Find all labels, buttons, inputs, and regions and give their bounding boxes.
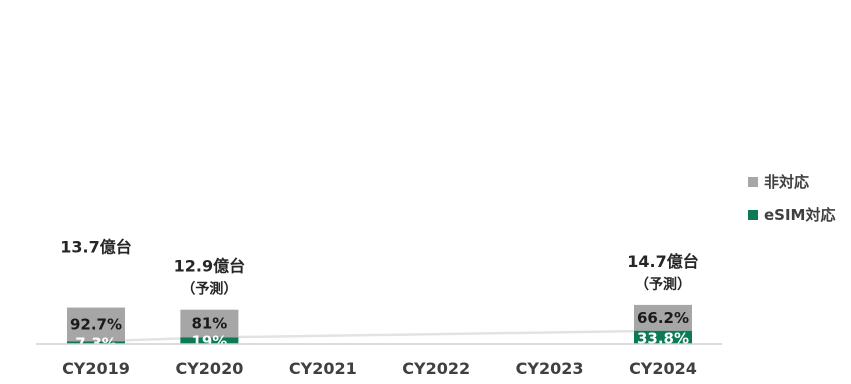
- x-tick-label: CY2024: [629, 359, 697, 378]
- legend-label: 非対応: [764, 173, 809, 191]
- forecast-note: （予測）: [181, 281, 237, 298]
- x-tick-label: CY2023: [516, 359, 584, 378]
- bars-layer: [67, 304, 692, 344]
- total-label: 12.9億台: [174, 257, 245, 276]
- data-label-non-supported: 66.2%: [637, 309, 689, 327]
- total-label: 14.7億台: [627, 252, 698, 271]
- bar-segment-esim: [180, 337, 239, 344]
- x-axis-ticks: CY2019 CY2020 CY2021 CY2022 CY2023 CY2024: [62, 359, 697, 378]
- legend-label: eSIM対応: [764, 206, 836, 224]
- legend-item: 非対応: [748, 173, 809, 191]
- legend: 非対応 eSIM対応: [748, 173, 836, 224]
- total-label: 13.7億台: [60, 238, 131, 257]
- data-label-non-supported: 92.7%: [70, 315, 122, 333]
- data-label-esim: 19%: [191, 333, 227, 351]
- bar-segment-esim: [634, 330, 692, 344]
- x-tick-label: CY2019: [62, 359, 130, 378]
- x-tick-label: CY2021: [289, 359, 357, 378]
- bar-segment-non-supported: [634, 304, 692, 331]
- data-label-non-supported: 81%: [191, 315, 227, 333]
- forecast-note: （予測）: [635, 276, 691, 293]
- bar-segment-esim: [67, 341, 125, 344]
- legend-swatch: [748, 210, 758, 220]
- legend-swatch: [748, 177, 758, 187]
- data-label-esim: 33.8%: [637, 329, 689, 347]
- legend-item: eSIM対応: [748, 206, 836, 224]
- x-tick-label: CY2022: [402, 359, 470, 378]
- x-tick-label: CY2020: [175, 359, 243, 378]
- bar-segment-non-supported: [180, 309, 239, 338]
- labels-layer: 92.7%7.3%13.7億台81%19%12.9億台（予測）66.2%33.8…: [60, 238, 698, 353]
- bar-segment-non-supported: [67, 307, 125, 342]
